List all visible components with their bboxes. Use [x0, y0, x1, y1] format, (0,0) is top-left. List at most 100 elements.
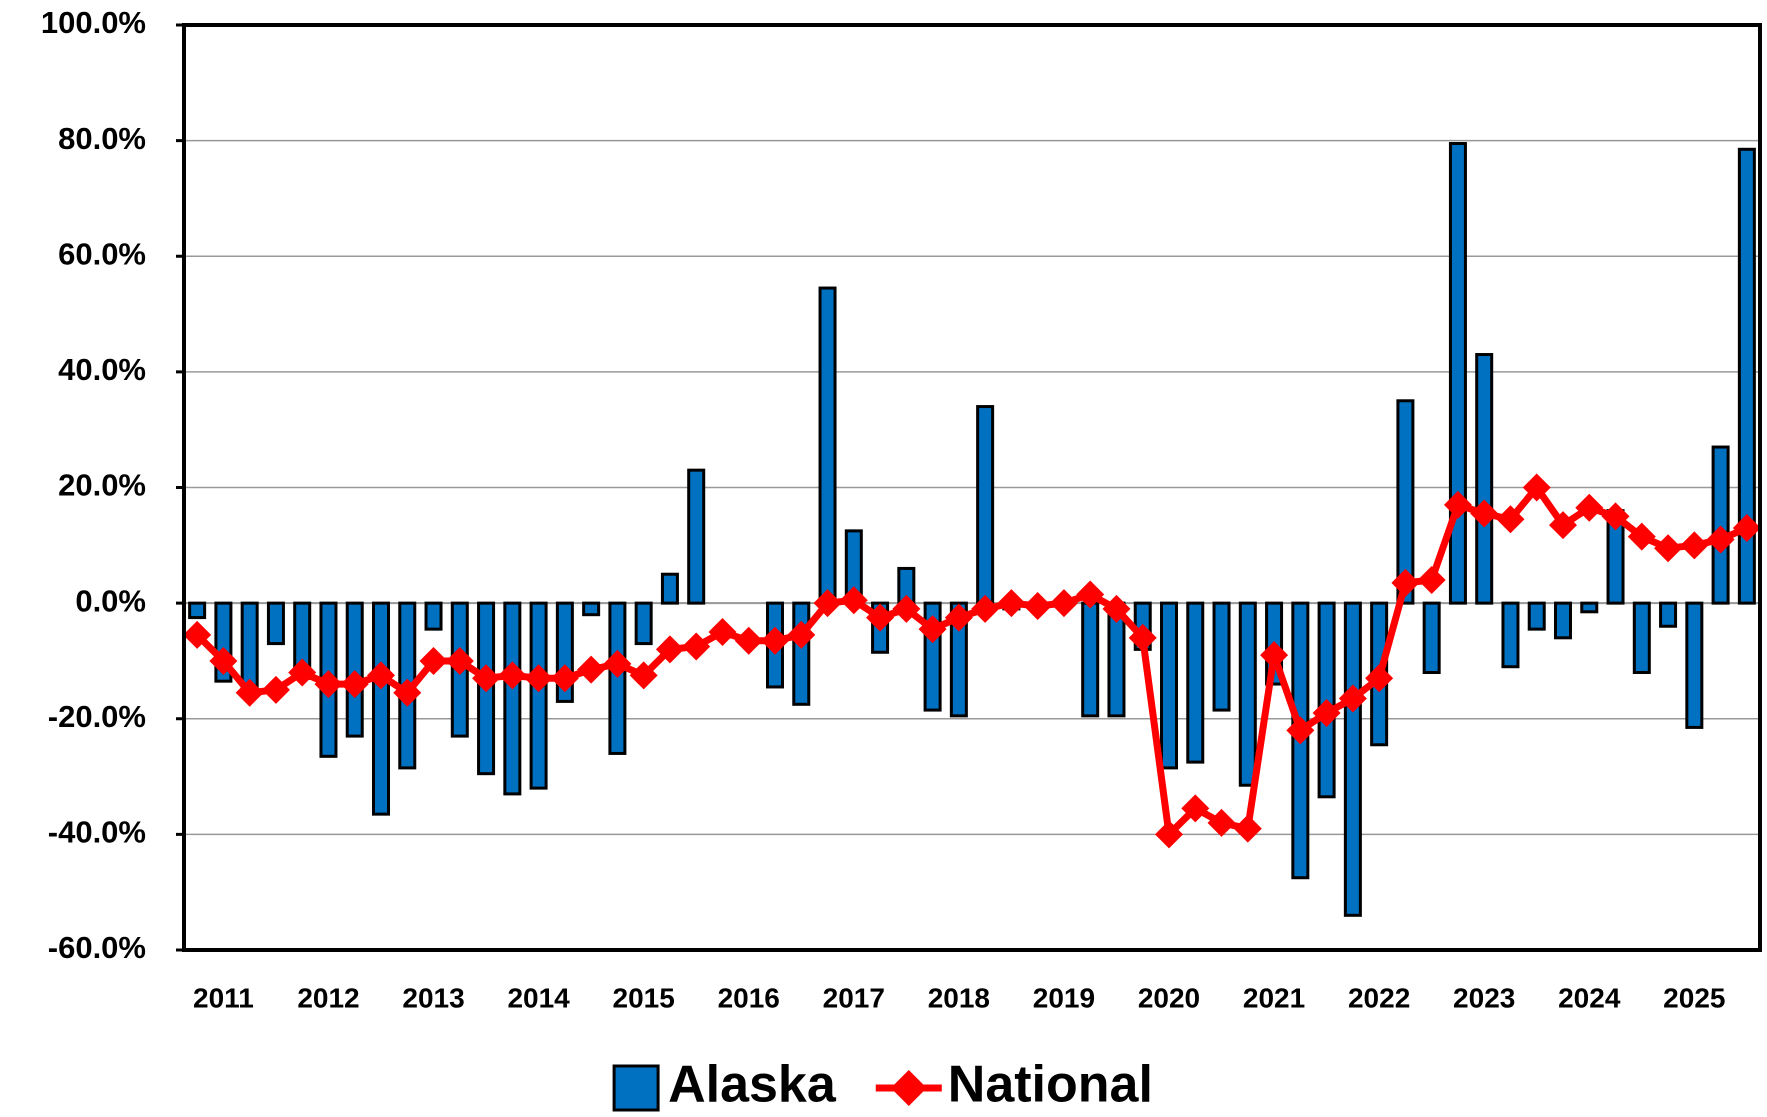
- x-tick-label: 2012: [297, 982, 359, 1013]
- line-marker: [629, 661, 658, 690]
- y-tick-label: 60.0%: [58, 236, 146, 271]
- legend-label: Alaska: [668, 1056, 837, 1114]
- line-marker: [682, 632, 711, 661]
- bar: [188, 601, 207, 620]
- line-marker: [472, 664, 501, 693]
- bar: [1475, 353, 1494, 605]
- line-marker: [971, 594, 1000, 623]
- bar: [1160, 601, 1178, 770]
- line-marker: [183, 620, 212, 649]
- line-marker: [340, 670, 369, 699]
- x-tick-label: 2011: [193, 982, 254, 1013]
- line-marker: [1706, 525, 1735, 554]
- line-marker: [1601, 502, 1630, 531]
- bar: [792, 601, 811, 706]
- bar: [372, 601, 390, 816]
- line-marker: [1496, 505, 1525, 534]
- line-marker: [1680, 531, 1709, 560]
- bar: [1396, 399, 1415, 605]
- bar: [1659, 601, 1678, 628]
- x-tick-label: 2014: [507, 982, 570, 1013]
- x-tick-label: 2016: [718, 982, 780, 1013]
- x-tick-label: 2019: [1033, 982, 1095, 1013]
- bar: [266, 601, 285, 646]
- line-marker: [367, 661, 395, 690]
- bar: [687, 468, 706, 605]
- line-marker: [1391, 568, 1420, 597]
- x-tick-label: 2024: [1558, 982, 1621, 1013]
- bar: [818, 286, 837, 605]
- line-marker: [603, 649, 632, 678]
- line-marker: [1627, 522, 1656, 551]
- y-tick-label: 100.0%: [41, 5, 146, 40]
- bar: [1422, 601, 1441, 674]
- line-marker: [866, 603, 895, 632]
- bar: [1081, 601, 1100, 718]
- line-marker: [1207, 808, 1236, 837]
- line-marker: [1102, 594, 1131, 623]
- bar: [1580, 601, 1599, 614]
- bar: [1186, 601, 1205, 764]
- bar: [949, 601, 968, 718]
- line-marker: [1522, 473, 1551, 502]
- line-marker: [1233, 814, 1262, 843]
- line-marker: [1312, 698, 1341, 727]
- line-marker: [288, 658, 317, 687]
- line-marker: [1549, 511, 1577, 540]
- line-marker: [1417, 566, 1446, 594]
- bar: [345, 601, 364, 738]
- line-marker: [1338, 684, 1367, 713]
- line-marker: [1470, 499, 1499, 528]
- line-marker: [761, 626, 789, 655]
- line-marker: [314, 670, 343, 699]
- y-tick-label: 40.0%: [58, 352, 146, 387]
- y-tick-label: 0.0%: [75, 583, 146, 618]
- bar: [1212, 601, 1231, 712]
- line-marker: [892, 594, 921, 623]
- line-marker: [577, 655, 606, 684]
- line-marker: [1732, 513, 1761, 542]
- line-marker: [1023, 592, 1052, 621]
- line-marker: [498, 661, 527, 690]
- line-marker: [655, 635, 684, 664]
- bar: [1711, 445, 1730, 605]
- bar: [1527, 601, 1546, 631]
- line-marker: [393, 678, 422, 707]
- bar: [582, 601, 601, 617]
- line-marker: [1181, 794, 1210, 823]
- y-tick-label: -60.0%: [48, 930, 146, 965]
- legend-label: National: [948, 1056, 1153, 1114]
- line-marker: [1365, 664, 1394, 693]
- bar: [1554, 601, 1572, 640]
- y-tick-label: -40.0%: [48, 815, 146, 850]
- line-marker: [209, 646, 238, 675]
- line-marker: [813, 589, 842, 618]
- line-marker: [1654, 534, 1683, 563]
- y-tick-label: -20.0%: [48, 699, 146, 734]
- x-tick-label: 2017: [823, 982, 885, 1013]
- line-marker: [1575, 493, 1604, 522]
- line-marker: [918, 615, 947, 644]
- bar: [529, 601, 548, 790]
- line-marker: [1128, 623, 1157, 652]
- bar: [503, 601, 522, 796]
- x-tick-label: 2018: [928, 982, 990, 1013]
- x-tick-label: 2022: [1348, 982, 1410, 1013]
- bar: [1632, 601, 1651, 674]
- bar: [660, 572, 679, 605]
- bar: [1238, 601, 1257, 787]
- x-tick-label: 2021: [1243, 982, 1305, 1013]
- bar: [634, 601, 653, 646]
- x-tick-label: 2015: [613, 982, 675, 1013]
- legend-marker: [890, 1070, 927, 1106]
- line-marker: [1260, 641, 1289, 670]
- line-marker: [787, 620, 816, 649]
- bar: [424, 601, 443, 631]
- line-marker: [1155, 820, 1183, 849]
- y-tick-label: 80.0%: [58, 121, 146, 156]
- line-marker: [1049, 589, 1078, 618]
- bar: [240, 601, 259, 692]
- line-marker: [550, 664, 579, 693]
- plot-frame: [182, 23, 1762, 952]
